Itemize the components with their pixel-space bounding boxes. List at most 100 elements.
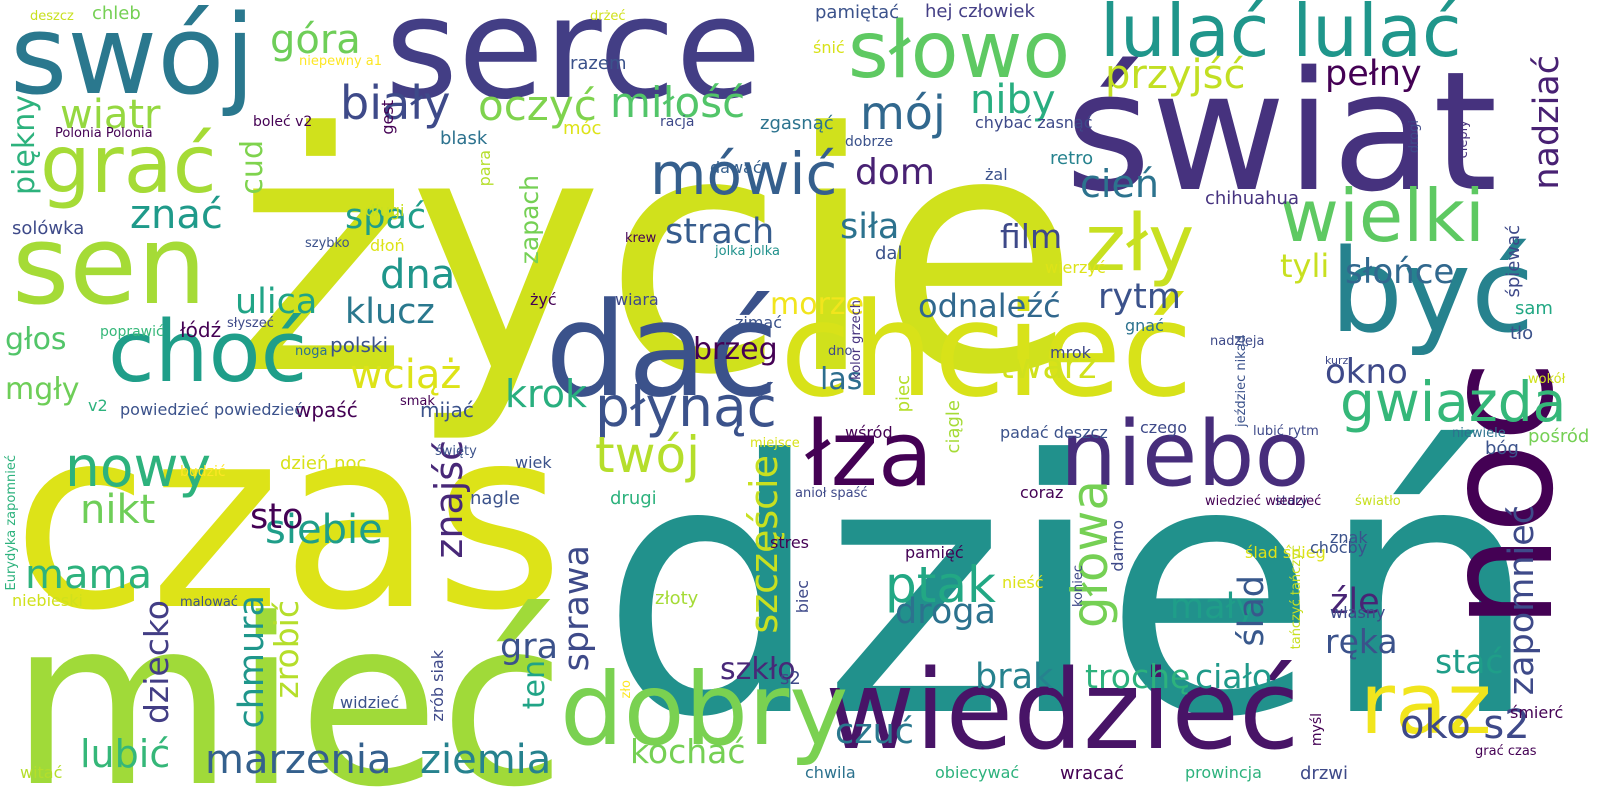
word-86: zrobić <box>267 600 306 699</box>
word-75: ręka <box>1325 622 1398 661</box>
word-85: chmura <box>232 595 272 729</box>
word-169: wiedzieć wiedzieć <box>1205 494 1322 509</box>
word-144: drogi <box>1407 120 1422 154</box>
word-165: tańczyć tańczyć <box>1289 545 1304 650</box>
word-108: wiara <box>615 290 659 309</box>
word-65: sto <box>250 497 304 537</box>
word-114: kolor grzech <box>849 300 864 380</box>
word-71: trochę <box>1085 657 1191 696</box>
word-9: dać <box>545 274 779 426</box>
word-22: wielki <box>1280 174 1485 258</box>
word-148: tło <box>1510 323 1534 344</box>
word-194: wśród <box>845 423 893 442</box>
word-23: raz <box>1360 655 1492 754</box>
word-4: mieć <box>10 571 566 800</box>
word-45: ulica <box>235 282 318 322</box>
word-12: wiedzieć <box>825 646 1300 774</box>
word-73: mały <box>1170 587 1257 627</box>
word-188: nagle <box>470 488 520 509</box>
word-47: krok <box>505 372 588 416</box>
word-91: pamiętać <box>815 2 900 23</box>
word-179: chwila <box>805 763 856 782</box>
word-147: sam <box>1515 298 1553 319</box>
word-31: mój <box>860 86 946 140</box>
word-136: piękny <box>7 95 42 195</box>
word-93: razem <box>570 53 627 74</box>
word-36: góra <box>270 17 361 63</box>
word-48: dom <box>855 152 935 193</box>
word-107: wierzyć <box>1045 258 1106 277</box>
word-112: mrok <box>1050 343 1091 362</box>
word-81: kochać <box>630 732 746 771</box>
word-182: zrób siak <box>428 650 447 722</box>
word-142: drżeć <box>590 9 626 24</box>
word-103: dawać <box>710 158 762 177</box>
word-164: ślad śnieg <box>1245 543 1326 562</box>
word-105: jolka jolka <box>715 244 781 259</box>
word-180: witać <box>20 763 63 782</box>
word-135: móc <box>563 118 602 139</box>
word-15: dobry <box>560 651 849 768</box>
word-98: dobrze <box>845 134 894 150</box>
word-117: mijać <box>420 398 474 422</box>
word-10: sen <box>12 201 207 329</box>
word-20: grać <box>40 118 217 211</box>
word-131: długi <box>365 201 405 220</box>
word-74: źle <box>1330 582 1380 622</box>
word-17: choć <box>108 303 308 402</box>
word-57: twarz <box>1000 347 1097 387</box>
word-64: nikt <box>80 487 156 533</box>
word-95: blask <box>440 128 488 149</box>
word-40: nadziać <box>1527 55 1567 190</box>
word-44: klucz <box>345 292 435 332</box>
word-26: nowy <box>65 435 212 499</box>
word-49: strach <box>665 212 775 252</box>
word-177: wracać <box>1060 763 1124 784</box>
word-6: serce <box>385 0 762 131</box>
word-124: powiedzieć powiedzieć <box>120 400 304 419</box>
word-46: wciąż <box>350 352 462 398</box>
word-58: morze <box>770 287 865 322</box>
word-151: pośród <box>1528 426 1590 447</box>
word-183: s2 <box>780 668 801 689</box>
word-63: mama <box>25 552 152 598</box>
word-129: szybko <box>305 236 350 251</box>
word-24: mówić <box>650 140 838 208</box>
word-176: drzwi <box>1300 763 1348 784</box>
word-83: lubić <box>80 732 171 776</box>
word-115: piec <box>893 375 914 413</box>
word-128: solówka <box>12 218 85 239</box>
word-97: zgasnąć <box>760 113 834 134</box>
word-60: brzeg <box>693 332 778 367</box>
word-170: znak <box>1330 528 1368 547</box>
word-54: tyli <box>1280 247 1330 285</box>
word-52: cień <box>1080 162 1159 206</box>
word-29: twój <box>595 426 700 484</box>
word-199: malować <box>180 595 238 610</box>
word-162: nieść <box>1002 573 1044 592</box>
word-62: siebie <box>265 507 383 553</box>
word-99: chybać zasnąć <box>975 113 1093 132</box>
word-195: ciągle <box>943 400 964 454</box>
word-173: myśl <box>1309 713 1325 747</box>
word-141: niepewny a1 <box>299 54 383 69</box>
word-190: drugi <box>610 488 657 509</box>
word-3: czas <box>12 374 565 665</box>
word-1: życie <box>235 63 1080 447</box>
word-87: gra <box>500 627 559 667</box>
word-152: bóg <box>1485 438 1519 459</box>
word-90: szkło <box>720 652 796 687</box>
word-102: chihuahua <box>1205 188 1299 209</box>
word-51: film <box>1000 217 1063 256</box>
word-161: darmo <box>1108 520 1127 572</box>
word-186: złoty <box>655 588 699 609</box>
word-42: spać <box>345 197 427 237</box>
word-80: ziemia <box>420 737 552 783</box>
word-159: coraz <box>1020 483 1064 502</box>
word-38: przyjść <box>1105 52 1246 98</box>
word-34: miłość <box>610 78 746 127</box>
word-121: słyszeć <box>227 316 274 331</box>
word-191: anioł spaść <box>795 486 868 501</box>
word-50: siła <box>840 207 900 247</box>
